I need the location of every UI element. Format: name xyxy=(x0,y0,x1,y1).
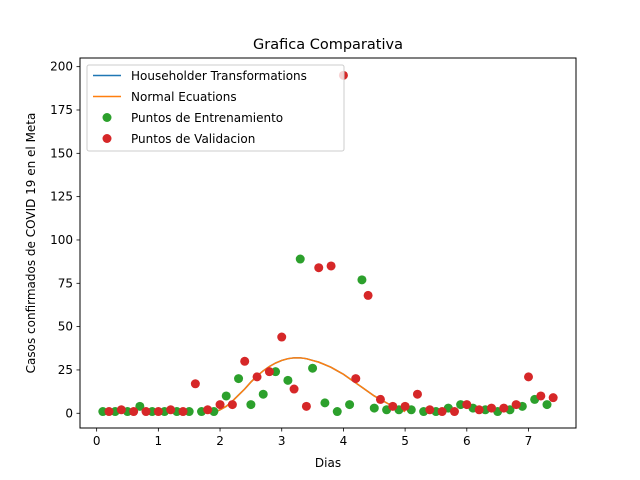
y-tick-label: 50 xyxy=(58,320,73,334)
puntos-de-validacion-point xyxy=(166,405,176,415)
puntos-de-validacion-point xyxy=(363,290,373,300)
x-tick-label: 6 xyxy=(463,434,471,448)
puntos-de-validacion-point xyxy=(178,407,188,417)
puntos-de-validacion-point xyxy=(425,405,435,415)
puntos-de-validacion-point xyxy=(264,367,274,377)
x-tick-label: 1 xyxy=(155,434,163,448)
legend-label-entrenamiento: Puntos de Entrenamiento xyxy=(131,111,283,125)
puntos-de-validacion-point xyxy=(240,356,250,366)
legend-marker-validacion xyxy=(102,134,112,143)
puntos-de-validacion-point xyxy=(116,405,126,415)
puntos-de-entrenamiento-point xyxy=(135,401,145,411)
y-tick-label: 75 xyxy=(58,276,73,290)
chart-title: Grafica Comparativa xyxy=(253,37,403,53)
axes-frame xyxy=(79,57,577,429)
y-tick-label: 125 xyxy=(50,190,73,204)
y-tick-label: 150 xyxy=(50,146,73,160)
legend-label-validacion: Puntos de Validacion xyxy=(131,132,255,146)
puntos-de-entrenamiento-point xyxy=(357,275,367,285)
puntos-de-entrenamiento-point xyxy=(184,407,194,417)
x-tick-label: 7 xyxy=(525,434,533,448)
x-axis-label: Dias xyxy=(315,456,341,470)
plot-area xyxy=(98,70,558,417)
x-axis: 0 1 2 3 4 5 6 7 xyxy=(93,428,532,448)
puntos-de-entrenamiento-point xyxy=(283,375,293,385)
legend-marker-entrenamiento xyxy=(102,113,112,122)
puntos-de-validacion-point xyxy=(215,400,225,410)
puntos-de-entrenamiento-point xyxy=(246,400,256,410)
y-tick-label: 200 xyxy=(50,60,73,74)
y-axis: 0 25 50 75 100 125 150 175 200 xyxy=(50,60,80,420)
puntos-de-validacion-point xyxy=(449,407,459,417)
x-tick-label: 5 xyxy=(401,434,409,448)
puntos-de-validacion-point xyxy=(437,407,447,417)
puntos-de-validacion-point xyxy=(153,407,163,417)
puntos-de-validacion-point xyxy=(190,379,200,389)
puntos-de-validacion-point xyxy=(277,332,287,342)
puntos-de-validacion-point xyxy=(536,391,546,401)
puntos-de-entrenamiento-point xyxy=(98,407,108,417)
puntos-de-entrenamiento-point xyxy=(308,363,318,373)
puntos-de-validacion-point xyxy=(314,263,324,273)
puntos-de-validacion-point xyxy=(474,405,484,415)
x-tick-label: 0 xyxy=(93,434,101,448)
puntos-de-entrenamiento-point xyxy=(258,389,268,399)
x-tick-label: 3 xyxy=(278,434,286,448)
y-tick-label: 175 xyxy=(50,103,73,117)
legend: Householder Transformations Normal Ecuat… xyxy=(86,64,345,152)
puntos-de-entrenamiento-point xyxy=(345,400,355,410)
puntos-de-validacion-point xyxy=(227,400,237,410)
puntos-de-validacion-point xyxy=(289,384,299,394)
puntos-de-validacion-point xyxy=(104,407,114,417)
puntos-de-validacion-point xyxy=(129,407,139,417)
puntos-de-validacion-point xyxy=(203,405,213,415)
puntos-de-validacion-point xyxy=(141,407,151,417)
puntos-de-validacion-point xyxy=(412,389,422,399)
puntos-de-validacion-point xyxy=(326,261,336,271)
legend-label-householder: Householder Transformations xyxy=(131,69,307,83)
puntos-de-validacion-point xyxy=(523,372,533,382)
puntos-de-entrenamiento-point xyxy=(295,254,305,264)
puntos-de-validacion-point xyxy=(548,393,558,403)
puntos-de-validacion-point xyxy=(499,403,509,413)
puntos-de-entrenamiento-point xyxy=(369,403,379,413)
puntos-de-validacion-point xyxy=(400,401,410,411)
y-tick-label: 25 xyxy=(58,363,73,377)
x-tick-label: 4 xyxy=(340,434,348,448)
x-tick-label: 2 xyxy=(216,434,224,448)
puntos-de-validacion-point xyxy=(351,374,361,384)
normal-ecuations-line xyxy=(213,357,406,414)
puntos-de-validacion-point xyxy=(511,400,521,410)
puntos-de-validacion-point xyxy=(252,372,262,382)
puntos-de-validacion-point xyxy=(462,400,472,410)
puntos-de-validacion-point xyxy=(388,401,398,411)
y-axis-label: Casos confirmados de COVID 19 en el Meta xyxy=(24,113,38,374)
legend-label-normal: Normal Ecuations xyxy=(131,90,237,104)
puntos-de-entrenamiento-point xyxy=(320,398,330,408)
puntos-de-validacion-point xyxy=(301,401,311,411)
puntos-de-entrenamiento-point xyxy=(456,400,466,410)
y-tick-label: 0 xyxy=(65,406,73,420)
puntos-de-entrenamiento-point xyxy=(332,407,342,417)
puntos-de-entrenamiento-point xyxy=(221,391,231,401)
puntos-de-entrenamiento-point xyxy=(271,367,281,377)
y-tick-label: 100 xyxy=(50,233,73,247)
puntos-de-entrenamiento-point xyxy=(234,374,244,384)
puntos-de-entrenamiento-point xyxy=(542,400,552,410)
legend-box xyxy=(86,64,345,152)
puntos-de-validacion-point xyxy=(486,403,496,413)
puntos-de-validacion-point xyxy=(375,394,385,404)
puntos-de-entrenamiento-point xyxy=(147,407,157,417)
